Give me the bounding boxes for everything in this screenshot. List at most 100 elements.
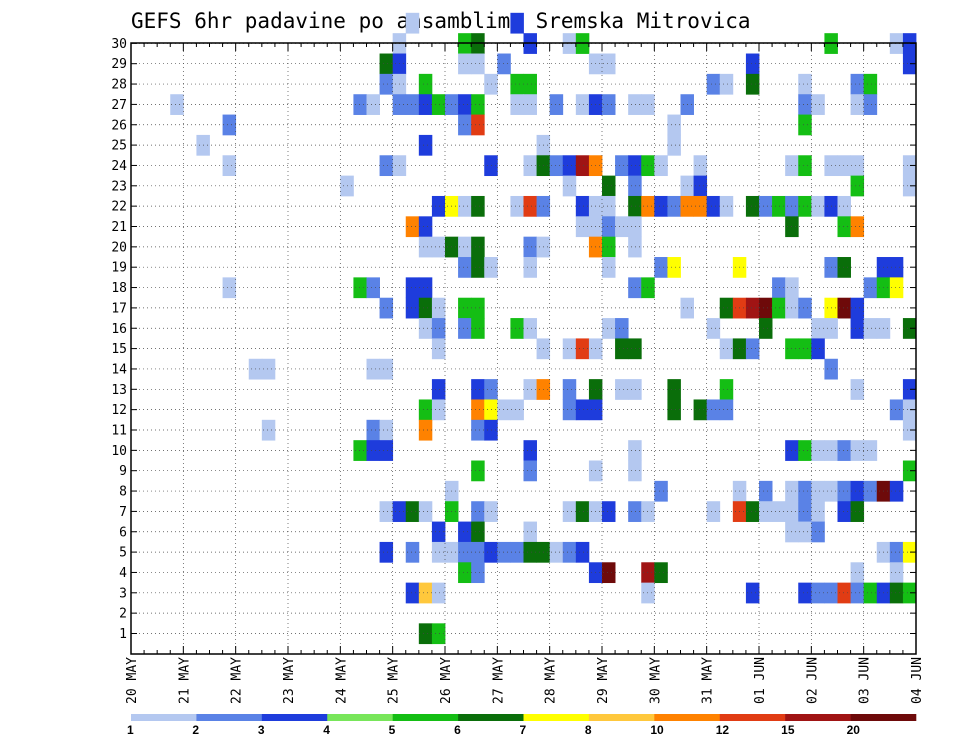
precip-cell (837, 480, 851, 502)
precip-cell (811, 521, 825, 543)
precip-cell (667, 195, 681, 217)
precip-cell (615, 318, 629, 339)
precip-cell (902, 419, 917, 441)
precip-cell (471, 541, 485, 563)
precip-cell (471, 501, 485, 522)
colorbar-segment (523, 714, 590, 721)
precip-cell (863, 582, 878, 604)
precip-cell (497, 399, 511, 421)
precip-cell (745, 582, 760, 604)
colorbar-label: 10 (650, 723, 664, 737)
precip-cell (523, 440, 537, 461)
y-tick-label: 22 (111, 200, 127, 215)
y-tick-label: 8 (119, 485, 127, 500)
precip-cell (693, 399, 708, 421)
precip-cell (628, 460, 642, 482)
precip-cell (549, 541, 564, 563)
precip-cell (523, 318, 537, 339)
precip-cell (798, 297, 812, 319)
precip-cell (719, 297, 734, 319)
precip-cell (602, 94, 616, 115)
precip-cell (471, 236, 485, 258)
colorbar-segment (458, 714, 524, 721)
colorbar-segment (654, 714, 721, 721)
precip-cell (772, 501, 786, 522)
precip-cell (902, 582, 917, 604)
precip-cell (523, 94, 537, 115)
x-tick-label: 30 MAY (648, 657, 663, 704)
colorbar-label: 7 (520, 723, 527, 737)
precip-cell (628, 236, 642, 258)
precip-cell (562, 541, 577, 563)
precip-cell (562, 501, 577, 522)
precip-cell (811, 440, 825, 461)
precip-cell (902, 379, 917, 400)
precip-cell (628, 155, 642, 177)
precip-cell (719, 399, 734, 421)
precip-cell (523, 379, 537, 400)
precip-cell (575, 541, 590, 563)
x-tick-label: 26 MAY (439, 657, 454, 704)
colorbar-label: 2 (192, 723, 199, 737)
precip-cell (458, 318, 472, 339)
y-tick-label: 26 (111, 118, 127, 133)
precip-cell (628, 440, 642, 461)
precip-cell (405, 216, 420, 238)
precip-cell (549, 94, 564, 115)
precip-cell (562, 379, 577, 400)
precip-cell (405, 541, 420, 563)
precip-cell (523, 521, 537, 543)
precip-cell (458, 541, 472, 563)
colorbar-label: 3 (258, 723, 265, 737)
precip-cell (431, 236, 446, 258)
x-tick-label: 23 MAY (282, 657, 297, 704)
chart-title: GEFS 6hr padavine po ansamblima Sremska … (131, 9, 751, 33)
precip-cell (602, 318, 616, 339)
precip-cell (353, 277, 367, 299)
precip-cell (523, 195, 537, 217)
precip-cell (811, 318, 825, 339)
precip-cell (745, 297, 760, 319)
x-axis-ticks: 20 MAY 21 MAY 22 MAY 23 MAY 24 MAY 25 MAY 26 M… (125, 43, 925, 704)
precip-cell (353, 94, 367, 115)
precip-cell (484, 399, 498, 421)
precip-cell (850, 155, 865, 177)
colorbar-label: 20 (847, 723, 861, 737)
precip-cell (719, 73, 734, 95)
precip-cell (431, 379, 446, 400)
colorbar-label: 15 (781, 723, 795, 737)
precip-cell (431, 297, 446, 319)
precip-cell (458, 297, 472, 319)
x-tick-label: 25 MAY (387, 657, 402, 704)
precip-cell (667, 399, 681, 421)
precip-cell (811, 94, 825, 115)
y-tick-label: 7 (119, 505, 127, 520)
precip-cell (719, 338, 734, 360)
precip-cell (850, 440, 865, 461)
precip-cell (706, 195, 721, 217)
precip-cell (405, 582, 420, 604)
precip-cell (654, 257, 668, 278)
colorbar-label: 1 (127, 723, 134, 737)
precip-cell (431, 94, 446, 115)
precip-cell (575, 216, 590, 238)
precip-cell (418, 582, 433, 604)
precip-cell (562, 399, 577, 421)
precip-cell (654, 155, 668, 177)
precip-cell (458, 562, 472, 584)
precip-cell (706, 73, 721, 95)
precip-cell (798, 480, 812, 502)
precip-cell (837, 501, 851, 522)
y-tick-label: 19 (111, 261, 127, 276)
precip-cell (837, 297, 851, 319)
precip-cell (379, 297, 394, 319)
colorbar-label: 5 (389, 723, 396, 737)
colorbar-label: 4 (323, 723, 330, 737)
precip-cell (510, 318, 524, 339)
precip-cell (759, 195, 773, 217)
precip-cell (418, 73, 433, 95)
precip-cell (379, 155, 394, 177)
precip-cell (628, 175, 642, 197)
precip-cell (418, 277, 433, 299)
precip-cell (379, 501, 394, 522)
